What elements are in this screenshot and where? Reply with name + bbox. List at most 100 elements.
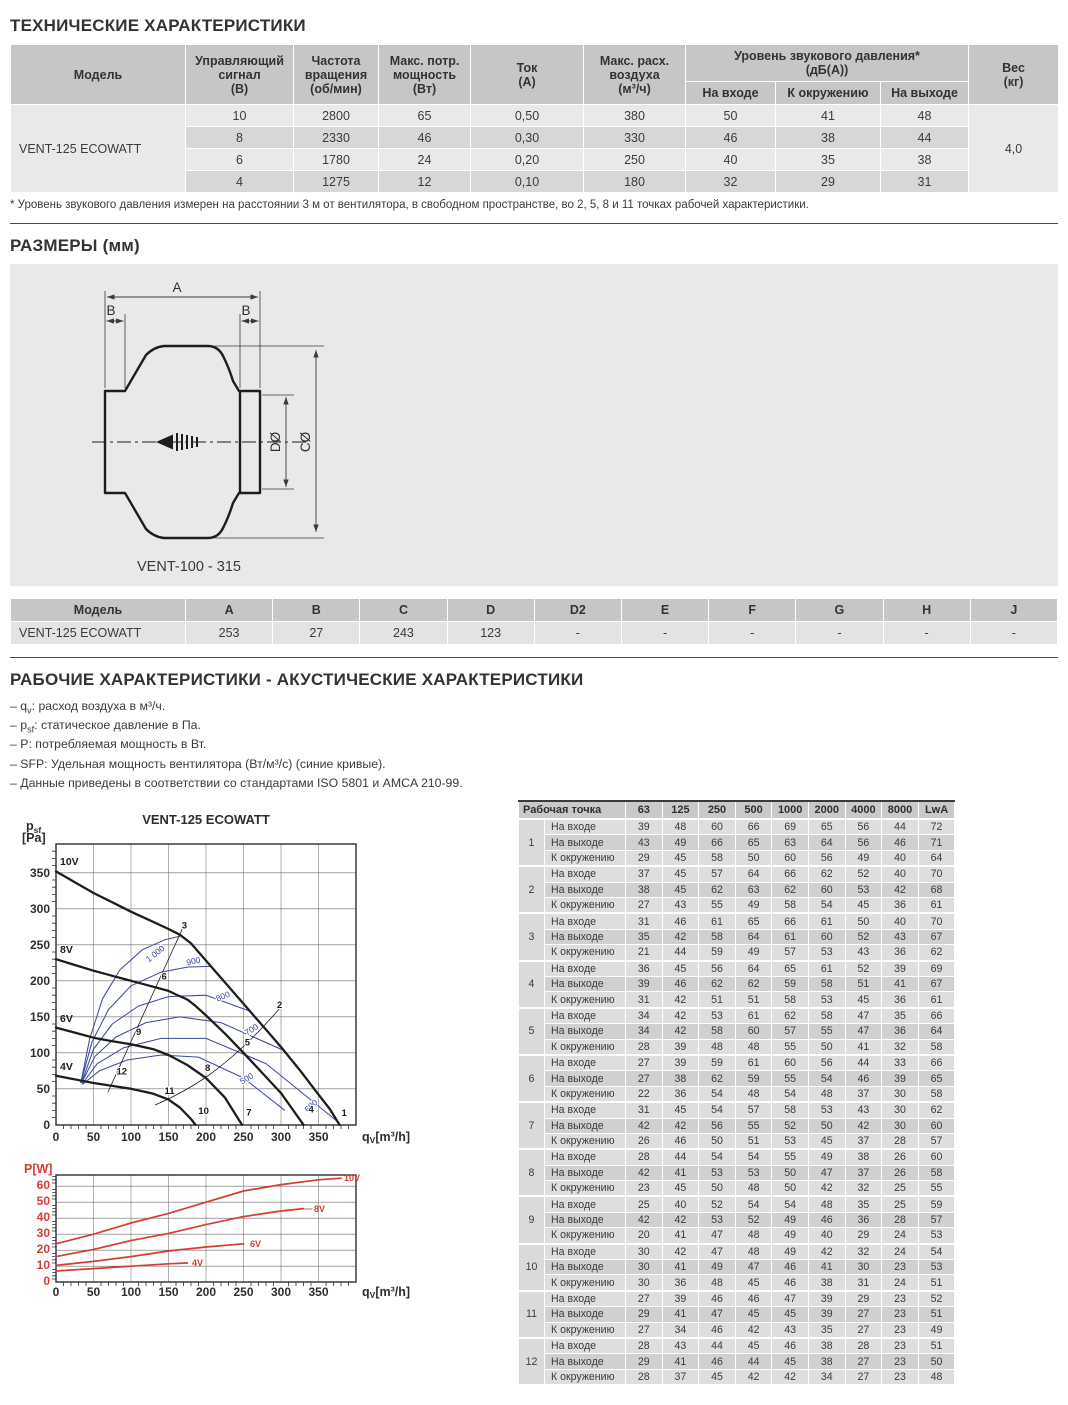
sound-level-value: 42 <box>807 1242 846 1261</box>
sound-level-value: 43 <box>844 944 883 962</box>
sound-level-value: 34 <box>661 1321 700 1339</box>
sound-level-value: 59 <box>771 975 809 993</box>
dims-header-model: Модель <box>10 598 186 622</box>
measurement-position-label: На входе <box>543 912 627 930</box>
y-tick: 40 <box>37 1210 51 1224</box>
acoustic-row: На выходе 43 49 66 65 63 64 56 46 71 <box>519 834 956 851</box>
sound-level-value: 26 <box>625 1132 663 1150</box>
measurement-position-label: К окружению <box>543 1132 627 1150</box>
cell: 31 <box>879 170 970 193</box>
sound-level-value: 46 <box>771 1259 809 1276</box>
col-header-sound-inlet: На входе <box>685 81 776 105</box>
sound-level-value: 51 <box>734 991 773 1009</box>
acoustic-header-working-point: Рабочая точка <box>517 800 627 820</box>
system-line-369-12 <box>107 922 186 1093</box>
sound-level-value: 43 <box>844 1101 883 1119</box>
y-tick: 20 <box>37 1242 51 1256</box>
cell: 0,50 <box>470 104 584 127</box>
measurement-position-label: На выходе <box>543 1117 627 1134</box>
sound-level-value: 23 <box>881 1336 919 1355</box>
sound-level-value: 33 <box>881 1053 919 1072</box>
sound-level-value: 58 <box>917 1164 956 1182</box>
sound-level-value: 62 <box>771 1006 809 1025</box>
sound-level-value: 36 <box>881 897 919 914</box>
curve-label-6v: 6V <box>250 1239 261 1249</box>
curve-label-10v: 10V <box>344 1173 360 1183</box>
sound-level-value: 64 <box>807 834 846 851</box>
dims-header: E <box>620 598 710 622</box>
section-title-dimensions: РАЗМЕРЫ (мм) <box>10 236 140 255</box>
sound-level-value: 36 <box>625 959 663 977</box>
sound-level-value: 27 <box>844 1321 883 1339</box>
cell: 46 <box>378 126 471 149</box>
sound-level-value: 51 <box>917 1274 956 1292</box>
sound-level-value: 40 <box>881 849 919 867</box>
sound-level-value: 53 <box>917 1227 956 1245</box>
measurement-position-label: На выходе <box>543 975 627 993</box>
sound-level-value: 65 <box>807 818 846 836</box>
sound-level-value: 58 <box>807 1006 846 1025</box>
sound-level-value: 58 <box>771 897 809 914</box>
y-axis-unit: [Pa] <box>22 831 46 845</box>
acoustic-row: 12 На входе 28 43 44 45 46 38 28 23 51 <box>518 1336 956 1386</box>
dims-header: D2 <box>533 598 622 622</box>
sound-level-value: 30 <box>625 1242 663 1261</box>
measurement-position-label: На входе <box>543 1148 627 1166</box>
cell: - <box>882 621 971 645</box>
drawing-caption: VENT-100 - 315 <box>137 559 241 575</box>
cell: 65 <box>378 104 471 127</box>
sound-level-value: 38 <box>661 1070 700 1087</box>
sound-level-value: 23 <box>881 1353 919 1370</box>
y-tick: 250 <box>30 938 50 952</box>
working-point-number: 11 <box>518 1289 545 1339</box>
section-title-performance: РАБОЧИЕ ХАРАКТЕРИСТИКИ - АКУСТИЧЕСКИЕ ХА… <box>10 670 584 689</box>
cell: 38 <box>775 126 881 149</box>
sfp-curve-500 <box>81 1054 286 1111</box>
sound-level-value: 27 <box>844 1353 883 1370</box>
sound-level-value: 25 <box>625 1195 663 1213</box>
col-header-current: Ток (А) <box>470 44 584 105</box>
sound-level-value: 65 <box>734 912 773 930</box>
sound-level-value: 64 <box>734 959 773 977</box>
sound-level-value: 27 <box>625 1070 663 1087</box>
note-item: – P: потребляемая мощность в Вт. <box>10 737 207 752</box>
sound-level-value: 68 <box>917 881 956 899</box>
working-point-label: 5 <box>245 1038 251 1049</box>
weight-value: 4,0 <box>968 104 1060 193</box>
sound-level-value: 58 <box>771 1101 809 1119</box>
sound-level-value: 31 <box>625 912 663 930</box>
sound-level-value: 60 <box>771 1053 809 1072</box>
sound-level-value: 45 <box>734 1306 773 1323</box>
sound-level-value: 40 <box>881 865 919 883</box>
sound-level-value: 50 <box>807 1117 846 1134</box>
col-header-weight: Вес (кг) <box>968 44 1060 105</box>
sound-level-value: 54 <box>734 1195 773 1213</box>
cell: - <box>533 621 622 645</box>
dims-header: J <box>969 598 1059 622</box>
x-tick: 50 <box>87 1130 101 1144</box>
sound-level-value: 57 <box>917 1132 956 1150</box>
sound-level-value: 41 <box>807 1259 846 1276</box>
sound-level-value: 31 <box>844 1274 883 1292</box>
sound-level-value: 47 <box>807 1164 846 1182</box>
sound-level-value: 29 <box>844 1227 883 1245</box>
sound-level-value: 31 <box>625 991 663 1009</box>
sound-level-value: 61 <box>734 1006 773 1025</box>
cell: 40 <box>685 148 776 171</box>
measurement-position-label: На входе <box>543 865 627 883</box>
sound-level-value: 47 <box>698 1306 736 1323</box>
sound-level-value: 38 <box>807 1353 846 1370</box>
sound-level-value: 48 <box>807 1085 846 1103</box>
cell: 38 <box>879 148 970 171</box>
acoustic-row: На выходе 42 42 56 55 52 50 42 30 60 <box>519 1117 956 1134</box>
sound-level-value: 30 <box>844 1259 883 1276</box>
sound-level-value: 48 <box>698 1038 736 1056</box>
acoustic-row: К окружению 22 36 54 48 54 48 37 30 58 <box>519 1085 956 1103</box>
sound-level-value: 39 <box>661 1053 700 1072</box>
sound-level-value: 55 <box>771 1038 809 1056</box>
x-tick: 200 <box>196 1285 216 1299</box>
sfp-curve-900 <box>80 965 210 1084</box>
sfp-label-500: 500 <box>238 1070 256 1086</box>
sound-level-value: 23 <box>625 1180 663 1197</box>
